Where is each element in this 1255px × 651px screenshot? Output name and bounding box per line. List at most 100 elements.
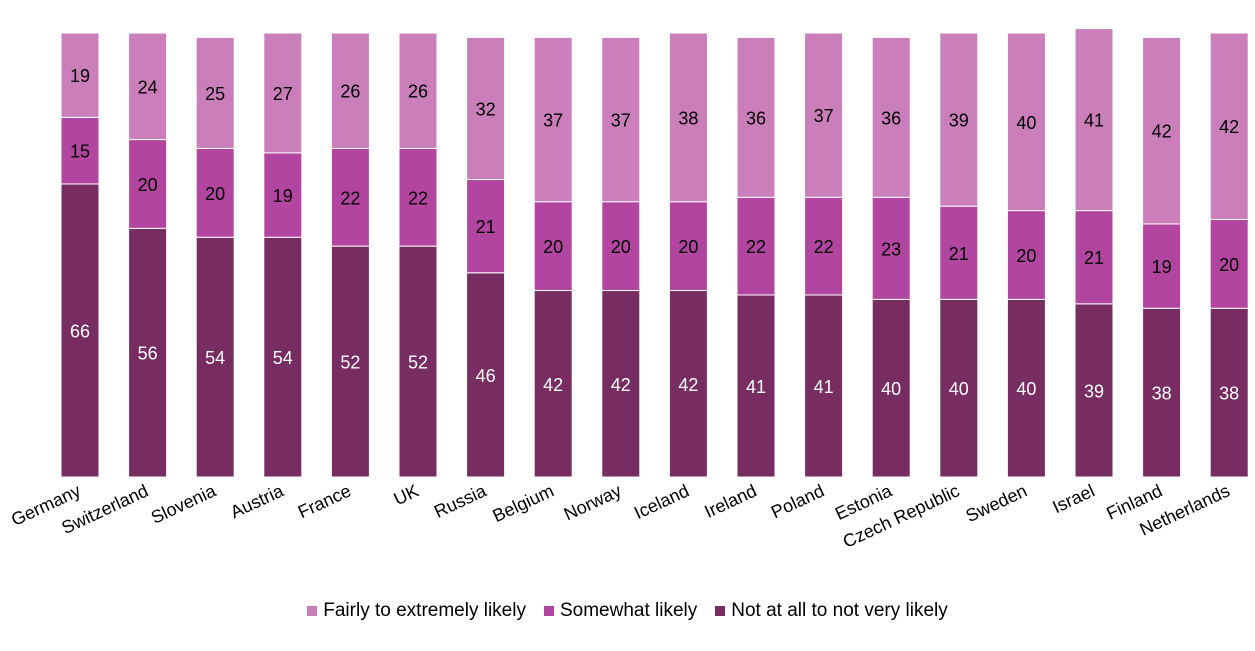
data-label: 15 <box>70 142 90 162</box>
category-tick-label: Israel <box>1049 480 1097 517</box>
legend-label: Not at all to not very likely <box>731 600 948 621</box>
legend-swatch <box>715 606 726 616</box>
data-label: 40 <box>1016 379 1036 399</box>
bar-segment <box>871 196 911 300</box>
data-label: 19 <box>70 66 90 86</box>
bar-segment <box>128 139 168 229</box>
bar-segment <box>128 32 168 141</box>
bar-segment <box>60 116 100 185</box>
legend-item: Fairly to extremely likely <box>307 600 526 622</box>
bar-segment <box>398 245 438 478</box>
bar-segment <box>398 32 438 149</box>
data-label: 37 <box>611 111 631 131</box>
data-label: 24 <box>138 77 158 97</box>
bar-segment <box>1142 36 1182 225</box>
bar-segment <box>668 32 708 203</box>
bar-segment <box>736 196 776 296</box>
data-label: 20 <box>611 237 631 257</box>
data-label: 25 <box>205 84 225 104</box>
legend-swatch <box>307 606 318 616</box>
bar-segment <box>601 201 641 292</box>
data-label: 41 <box>1084 111 1104 131</box>
data-label: 37 <box>814 106 834 126</box>
bar-segment <box>804 196 844 296</box>
bar-segment <box>601 36 641 203</box>
category-tick-label: France <box>295 480 354 522</box>
bar-segment <box>1074 28 1114 212</box>
bar-segment <box>533 201 573 292</box>
bar-segment <box>601 290 641 478</box>
bar-segment <box>804 294 844 478</box>
bar-segment <box>1006 32 1046 212</box>
data-label: 39 <box>949 111 969 131</box>
data-label: 23 <box>881 239 901 259</box>
category-tick-label: Ireland <box>701 480 759 521</box>
bar-segment <box>736 36 776 198</box>
bar-segment <box>60 32 100 118</box>
data-label: 42 <box>1219 117 1239 137</box>
legend-swatch <box>543 606 554 616</box>
bar-segment <box>398 147 438 247</box>
bar-segment <box>263 152 303 238</box>
bar-segment <box>533 290 573 478</box>
bar-segment <box>1074 210 1114 305</box>
legend-label: Fairly to extremely likely <box>323 600 526 621</box>
bar-segment <box>1074 303 1114 478</box>
category-tick-label: Belgium <box>489 480 556 526</box>
bar-segment <box>60 183 100 478</box>
bar-segment <box>668 201 708 292</box>
bar-segment <box>804 32 844 198</box>
data-label: 54 <box>205 348 225 368</box>
bar-segment <box>330 147 370 247</box>
data-label: 42 <box>1152 122 1172 142</box>
data-label: 20 <box>678 237 698 257</box>
bar-segment <box>195 36 235 149</box>
data-label: 52 <box>408 353 428 373</box>
bar-segment <box>1142 307 1182 478</box>
data-label: 40 <box>881 379 901 399</box>
data-label: 42 <box>543 375 563 395</box>
data-label: 22 <box>408 188 428 208</box>
data-label: 32 <box>476 99 496 119</box>
bar-segment <box>871 36 911 198</box>
data-label: 36 <box>881 108 901 128</box>
category-tick-label: Poland <box>768 480 827 522</box>
bar-segment <box>263 32 303 154</box>
category-tick-label: Russia <box>431 480 490 522</box>
bar-segment <box>1209 218 1249 309</box>
data-label: 21 <box>476 217 496 237</box>
data-label: 39 <box>1084 381 1104 401</box>
data-label: 20 <box>138 175 158 195</box>
category-tick-label: Slovenia <box>148 480 220 528</box>
category-tick-label: UK <box>391 480 422 509</box>
data-label: 21 <box>949 244 969 264</box>
data-label: 27 <box>273 84 293 104</box>
data-label: 41 <box>746 377 766 397</box>
data-label: 56 <box>138 344 158 364</box>
bar-segment <box>466 272 506 478</box>
data-label: 22 <box>340 188 360 208</box>
data-label: 36 <box>746 108 766 128</box>
category-tick-label: Iceland <box>631 480 692 523</box>
legend-label: Somewhat likely <box>559 600 698 621</box>
category-tick-label: Czech Republic <box>840 480 963 551</box>
bar-segment <box>939 205 979 300</box>
category-tick-label: Sweden <box>963 480 1030 526</box>
bar-segment <box>871 298 911 478</box>
data-label: 20 <box>1016 246 1036 266</box>
legend: Fairly to extremely likely Somewhat likel… <box>0 600 1255 622</box>
bar-segment <box>128 227 168 478</box>
data-label: 26 <box>340 82 360 102</box>
category-tick-label: Austria <box>227 480 287 522</box>
bar-segment <box>668 290 708 478</box>
bar-segment <box>466 179 506 274</box>
bar-segment <box>330 32 370 149</box>
data-label: 19 <box>273 186 293 206</box>
data-label: 41 <box>814 377 834 397</box>
data-label: 42 <box>678 375 698 395</box>
data-label: 66 <box>70 321 90 341</box>
category-tick-label: Norway <box>561 480 625 524</box>
bar-segment <box>939 298 979 478</box>
data-label: 40 <box>1016 113 1036 133</box>
legend-item: Not at all to not very likely <box>715 600 948 622</box>
